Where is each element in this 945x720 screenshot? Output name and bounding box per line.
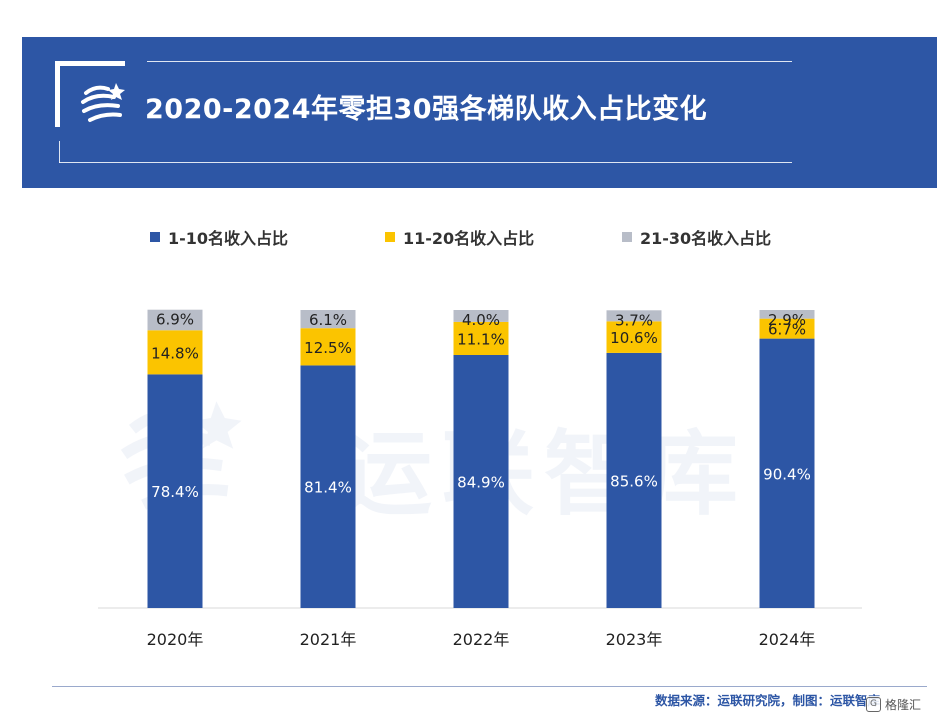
- x-tick-label-5: 2024年: [759, 630, 816, 649]
- bar-segment-3-4: [606, 310, 662, 322]
- data-label-2-2: 12.5%: [304, 339, 352, 357]
- data-label-2-5: 6.7%: [768, 321, 806, 339]
- bar-segment-1-2: [300, 365, 356, 608]
- bar-segment-2-1: [147, 330, 203, 375]
- brand-logo-icon: [81, 83, 125, 122]
- legend-label-11-20: 11-20名收入占比: [403, 229, 535, 248]
- data-label-1-5: 90.4%: [763, 465, 811, 483]
- data-label-3-5: 2.9%: [768, 311, 806, 329]
- legend-swatch-11-20: [385, 232, 395, 242]
- bar-segment-3-2: [300, 310, 356, 329]
- brand-mark-icon: G: [866, 697, 881, 712]
- legend-label-top10: 1-10名收入占比: [168, 229, 289, 248]
- chart-legend: 1-10名收入占比 11-20名收入占比 21-30名收入占比: [150, 225, 810, 249]
- data-label-2-3: 11.1%: [457, 330, 505, 348]
- data-label-3-2: 6.1%: [309, 311, 347, 329]
- corner-brand: G 格隆汇: [866, 696, 922, 713]
- banner-rule-bottom: [59, 162, 792, 163]
- bar-segment-3-1: [147, 309, 203, 331]
- footer-divider: [52, 686, 927, 687]
- data-source-note: 数据来源：运联研究院，制图：运联智库: [655, 693, 881, 708]
- bar-segment-2-3: [453, 321, 509, 355]
- bar-segment-2-2: [300, 328, 356, 366]
- data-label-1-2: 81.4%: [304, 479, 352, 497]
- data-label-2-4: 10.6%: [610, 329, 658, 347]
- data-label-1-1: 78.4%: [151, 483, 199, 501]
- banner-bracket: [55, 61, 125, 66]
- data-label-3-3: 4.0%: [462, 311, 500, 329]
- data-label-3-1: 6.9%: [156, 311, 194, 329]
- x-tick-label-3: 2022年: [453, 630, 510, 649]
- banner-bracket-tick: [59, 141, 60, 163]
- bar-segment-1-3: [453, 354, 509, 608]
- bar-segment-1-5: [759, 338, 815, 608]
- legend-item-11-20: 11-20名收入占比: [385, 225, 534, 249]
- bar-segment-3-5: [759, 310, 815, 319]
- corner-brand-label: 格隆汇: [885, 698, 922, 712]
- legend-swatch-21-30: [622, 232, 632, 242]
- data-label-1-4: 85.6%: [610, 472, 658, 490]
- bar-segment-3-3: [453, 310, 509, 322]
- legend-swatch-top10: [150, 232, 160, 242]
- data-label-1-3: 84.9%: [457, 473, 505, 491]
- chart-title: 2020-2024年零担30强各梯队收入占比变化: [145, 94, 708, 125]
- x-tick-label-2: 2021年: [300, 630, 357, 649]
- banner-bracket-vertical: [55, 61, 60, 127]
- x-tick-label-1: 2020年: [147, 630, 204, 649]
- title-banner: 2020-2024年零担30强各梯队收入占比变化: [22, 37, 937, 188]
- data-label-2-1: 14.8%: [151, 344, 199, 362]
- legend-item-top10: 1-10名收入占比: [150, 225, 288, 249]
- bar-segment-2-4: [606, 321, 662, 353]
- banner-rule-top: [147, 61, 792, 62]
- bar-segment-1-4: [606, 352, 662, 608]
- bar-segment-2-5: [759, 318, 815, 339]
- bar-segment-1-1: [147, 374, 203, 608]
- legend-item-21-30: 21-30名收入占比: [622, 225, 771, 249]
- legend-label-21-30: 21-30名收入占比: [640, 229, 772, 248]
- data-label-3-4: 3.7%: [615, 311, 653, 329]
- x-tick-label-4: 2023年: [606, 630, 663, 649]
